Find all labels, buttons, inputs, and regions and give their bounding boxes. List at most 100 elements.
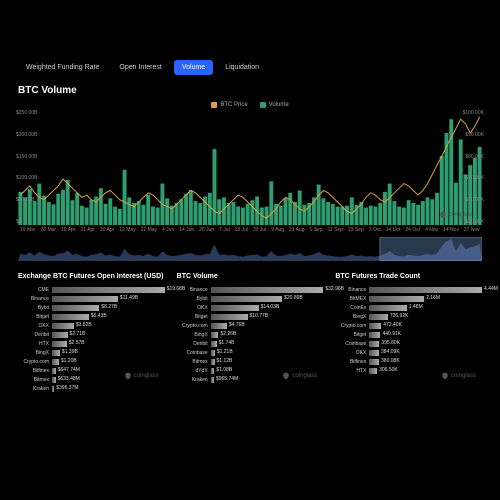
table-row[interactable]: Bitfinex380.08K [335,358,482,365]
row-label: Crypto.com [18,359,52,365]
row-bar: 384.09K [369,350,379,356]
tab-weighted-funding-rate[interactable]: Weighted Funding Rate [18,60,107,75]
row-value: $647.74M [58,367,80,373]
row-value: $396.37M [56,385,78,391]
row-bar: $647.74M [52,368,56,374]
row-label: Bybit [18,305,52,311]
row-bar: $1.08B [211,368,215,374]
row-bar: $2.26B [211,332,219,338]
row-label: Bitmex [177,359,211,365]
watermark-panel: coinglass [282,372,317,380]
row-label: Bitget [177,314,211,320]
table-row[interactable]: BingX$1.39B [18,349,165,356]
row-bar: $2.57B [52,341,67,347]
row-label: BingX [335,314,369,320]
table-row[interactable]: CoinEx1.48M [335,304,482,311]
row-label: Bybit [177,296,211,302]
row-bar: $6.43B [52,314,89,320]
table-row[interactable]: Bitget$6.43B [18,313,165,320]
table-row[interactable]: BingX$2.26B [177,331,324,338]
table-row[interactable]: Crypto.com$1.20B [18,358,165,365]
row-bar: 440.91K [369,332,380,338]
row-bar: $1.12B [211,359,215,365]
row-bar: $8.27B [52,305,99,311]
table-row[interactable]: Coinbase395.80K [335,340,482,347]
row-bar: $14.03B [211,305,259,311]
row-label: BitMEX [335,296,369,302]
watermark-panel: coinglass [441,372,476,380]
row-label: Binance [335,287,369,293]
table-row[interactable]: HTX$2.57B [18,340,165,347]
table-row[interactable]: CME$19.68B [18,286,165,293]
row-value: $633.48M [58,376,80,382]
tab-volume[interactable]: Volume [174,60,213,75]
row-value: $1.21B [217,349,233,355]
row-value: $2.71B [70,331,86,337]
legend: BTC PriceVolume [18,102,482,108]
row-bar: $11.49B [52,296,118,302]
row-label: CME [18,287,52,293]
tabs: Weighted Funding Rate Open Interest Volume… [18,60,482,75]
table-row[interactable]: OKX384.09K [335,349,482,356]
table-row[interactable]: Bitget440.91K [335,331,482,338]
row-value: $1.08B [216,367,232,373]
watermark-panel: coinglass [124,372,159,380]
row-bar: $396.37M [52,386,54,392]
row-value: 306.50K [379,367,398,373]
row-label: Deribit [177,341,211,347]
row-bar: $965.74M [211,377,214,383]
row-value: $1.12B [217,358,233,364]
row-value: $965.74M [216,376,238,382]
table-row[interactable]: Bybit$8.27B [18,304,165,311]
table-row[interactable]: BitMEX2.16M [335,295,482,302]
table-row[interactable]: Binance4.44M [335,286,482,293]
row-label: Bitfinex [18,368,52,374]
table-row[interactable]: Binance$32.96B [177,286,324,293]
table-row[interactable]: BingX726.92K [335,313,482,320]
panel-title: BTC Volume [177,273,324,280]
shield-icon [439,211,447,219]
row-label: Binance [18,296,52,302]
table-row[interactable]: Crypto.com$4.76B [177,322,324,329]
legend-item: BTC Price [211,102,247,108]
table-row[interactable]: Deribit$2.71B [18,331,165,338]
row-bar: $3.82B [52,323,74,329]
row-label: OKX [335,350,369,356]
main-chart[interactable]: $250.00B$200.00B$150.00B$100.00B$50.00B$… [18,110,482,225]
row-label: Coinbase [177,350,211,356]
row-label: HTX [335,368,369,374]
page-title: BTC Volume [18,85,482,96]
row-bar: $20.89B [211,296,282,302]
row-value: $8.27B [101,304,117,310]
row-label: Kraken [18,386,52,392]
table-row[interactable]: Kraken$396.37M [18,385,165,392]
tab-liquidation[interactable]: Liquidation [217,60,267,75]
tab-open-interest[interactable]: Open Interest [111,60,169,75]
table-row[interactable]: Coinbase$1.21B [177,349,324,356]
row-value: 440.91K [382,331,401,337]
table-row[interactable]: Binance$11.49B [18,295,165,302]
row-value: $2.26B [220,331,236,337]
table-row[interactable]: Bitmex$1.12B [177,358,324,365]
table-row[interactable]: Bitget$10.77B [177,313,324,320]
row-value: 384.09K [381,349,400,355]
table-row[interactable]: OKX$3.82B [18,322,165,329]
panel-0: Exchange BTC Futures Open Interest (USD)… [18,273,165,394]
row-label: OKX [177,305,211,311]
row-label: OKX [18,323,52,329]
row-label: Bitfinex [335,359,369,365]
brush[interactable] [18,237,482,261]
table-row[interactable]: Bybit$20.89B [177,295,324,302]
row-value: $2.57B [69,340,85,346]
row-value: 472.40K [383,322,402,328]
table-row[interactable]: Deribit$1.74B [177,340,324,347]
table-row[interactable]: Crypto.com472.40K [335,322,482,329]
row-bar: $1.21B [211,350,215,356]
row-bar: $633.48M [52,377,56,383]
table-row[interactable]: OKX$14.03B [177,304,324,311]
shield-icon [282,372,290,380]
panel-title: BTC Futures Trade Count [335,273,482,280]
panel-1: BTC VolumeBinance$32.96BBybit$20.89BOKX$… [177,273,324,394]
row-bar: $4.76B [211,323,227,329]
row-value: 1.48M [409,304,423,310]
